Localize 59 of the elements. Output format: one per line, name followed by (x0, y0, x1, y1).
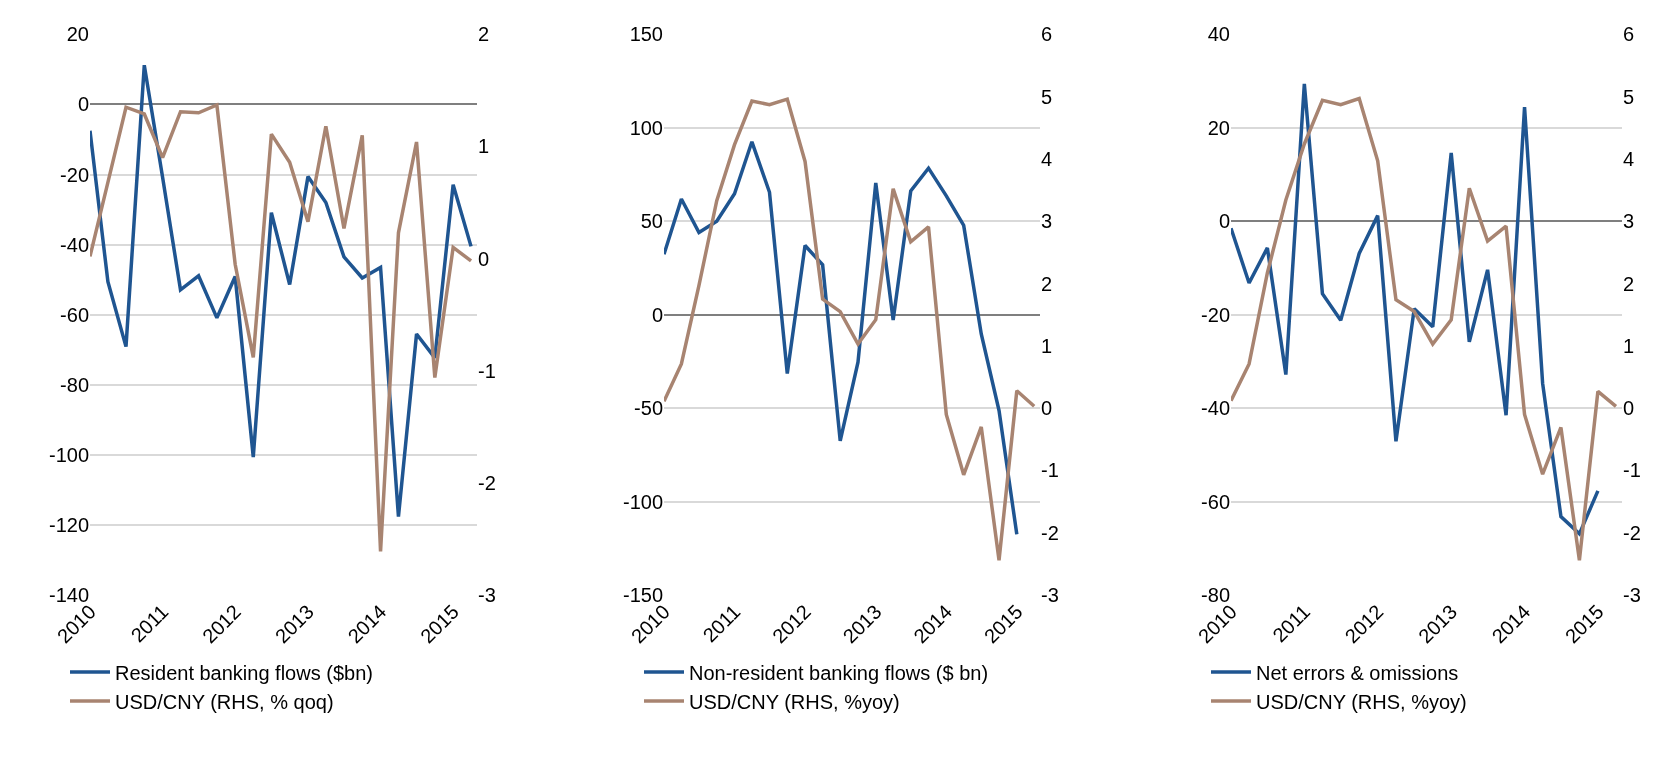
y-tick-label: -20 (60, 163, 89, 186)
line-series (90, 63, 473, 519)
y-tick-label: 40 (1207, 23, 1230, 46)
y2-tick-label: -1 (1041, 459, 1059, 482)
y2-tick-label: 0 (1041, 397, 1053, 420)
y-tick-label: -100 (622, 490, 663, 513)
y2-tick-label: -3 (478, 584, 496, 607)
legend-label: USD/CNY (RHS, %yoy) (1256, 690, 1467, 713)
y2-tick-label: -3 (1041, 584, 1059, 607)
y2-tick-label: 4 (1041, 147, 1053, 170)
y2-tick-label: 4 (1623, 147, 1635, 170)
line-series (664, 140, 1019, 537)
y2-tick-label: -2 (478, 471, 496, 494)
y2-tick-label: 1 (1041, 334, 1053, 357)
y-tick-label: 150 (629, 23, 663, 46)
y-tick-label: -40 (60, 233, 89, 256)
y2-tick-label: 2 (1041, 272, 1053, 295)
y-tick-label: -100 (48, 443, 89, 466)
y-tick-label: -40 (1201, 397, 1230, 420)
y2-tick-label: -1 (478, 359, 496, 382)
y-tick-label: 20 (1207, 116, 1230, 139)
y2-tick-label: 3 (1041, 210, 1053, 233)
legend-label: USD/CNY (RHS, %yoy) (689, 690, 900, 713)
legend-label: Resident banking flows ($bn) (115, 661, 373, 684)
y2-tick-label: -2 (1041, 521, 1059, 544)
y-tick-label: -20 (1201, 303, 1230, 326)
y2-tick-label: 2 (478, 23, 490, 46)
y2-tick-label: 0 (478, 247, 490, 270)
legend-label: Non-resident banking flows ($ bn) (689, 661, 989, 684)
y2-tick-label: 1 (478, 135, 490, 158)
y2-tick-label: 1 (1623, 334, 1635, 357)
y-tick-label: -60 (1201, 490, 1230, 513)
legend-label: Net errors & omissions (1256, 661, 1459, 684)
y-tick-label: -50 (634, 397, 663, 420)
y-tick-label: 0 (1218, 210, 1230, 233)
y-tick-label: 100 (629, 116, 663, 139)
line-series (664, 97, 1036, 562)
line-series (90, 103, 473, 554)
y-tick-label: -150 (622, 584, 663, 607)
y-tick-label: 20 (66, 23, 89, 46)
y2-tick-label: 5 (1041, 85, 1053, 108)
y-tick-label: 0 (651, 303, 663, 326)
y2-tick-label: 6 (1041, 23, 1053, 46)
y-tick-label: -60 (60, 303, 89, 326)
y2-tick-label: -3 (1623, 584, 1641, 607)
y2-tick-label: 5 (1623, 85, 1635, 108)
y-tick-label: -80 (60, 373, 89, 396)
y2-tick-label: 6 (1623, 23, 1635, 46)
y2-tick-label: 2 (1623, 272, 1635, 295)
y2-tick-label: 3 (1623, 210, 1635, 233)
y-tick-label: 50 (640, 210, 663, 233)
legend-label: USD/CNY (RHS, % qoq) (115, 690, 334, 713)
y2-tick-label: -2 (1623, 521, 1641, 544)
y-tick-label: -80 (1201, 584, 1230, 607)
y-tick-label: 0 (77, 93, 89, 116)
y-tick-label: -120 (48, 513, 89, 536)
y2-tick-label: 0 (1623, 397, 1635, 420)
y-tick-label: -140 (48, 584, 89, 607)
y2-tick-label: -1 (1623, 459, 1641, 482)
